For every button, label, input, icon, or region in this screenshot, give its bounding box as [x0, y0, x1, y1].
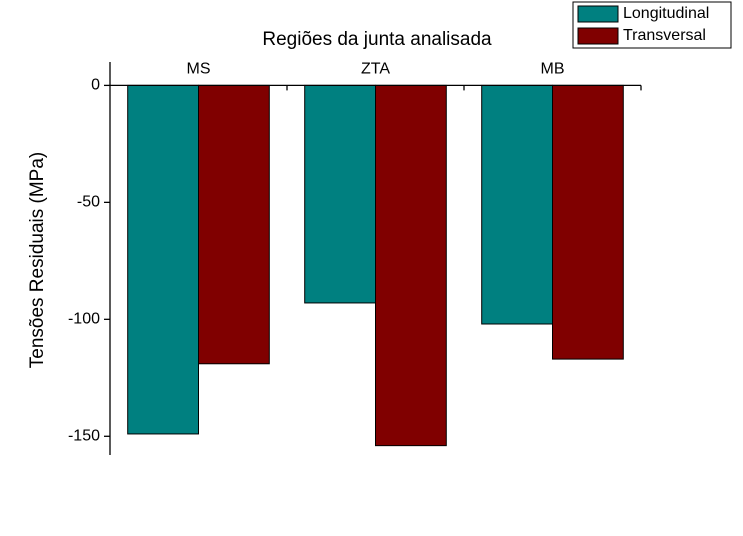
- bar: [481, 84, 554, 325]
- y-tick-label: 0: [91, 77, 100, 94]
- bar: [127, 84, 199, 435]
- bar: [552, 84, 624, 360]
- bar: [198, 84, 270, 365]
- legend-swatch: [577, 27, 619, 45]
- bar: [375, 84, 447, 447]
- x-tick-label: ZTA: [361, 61, 390, 78]
- bar: [304, 84, 377, 304]
- y-axis-label: Tensões Residuais (MPa): [27, 152, 48, 368]
- legend-label: Longitudinal: [623, 5, 709, 22]
- y-tick-label: -50: [77, 194, 100, 211]
- x-tick-label: MS: [187, 61, 211, 78]
- chart-title: Regiões da junta analisada: [262, 29, 492, 50]
- y-tick-label: -100: [68, 311, 100, 328]
- y-tick-label: -150: [68, 428, 100, 445]
- legend-label: Transversal: [623, 27, 706, 44]
- x-tick-label: MB: [541, 61, 565, 78]
- legend-swatch: [577, 5, 619, 23]
